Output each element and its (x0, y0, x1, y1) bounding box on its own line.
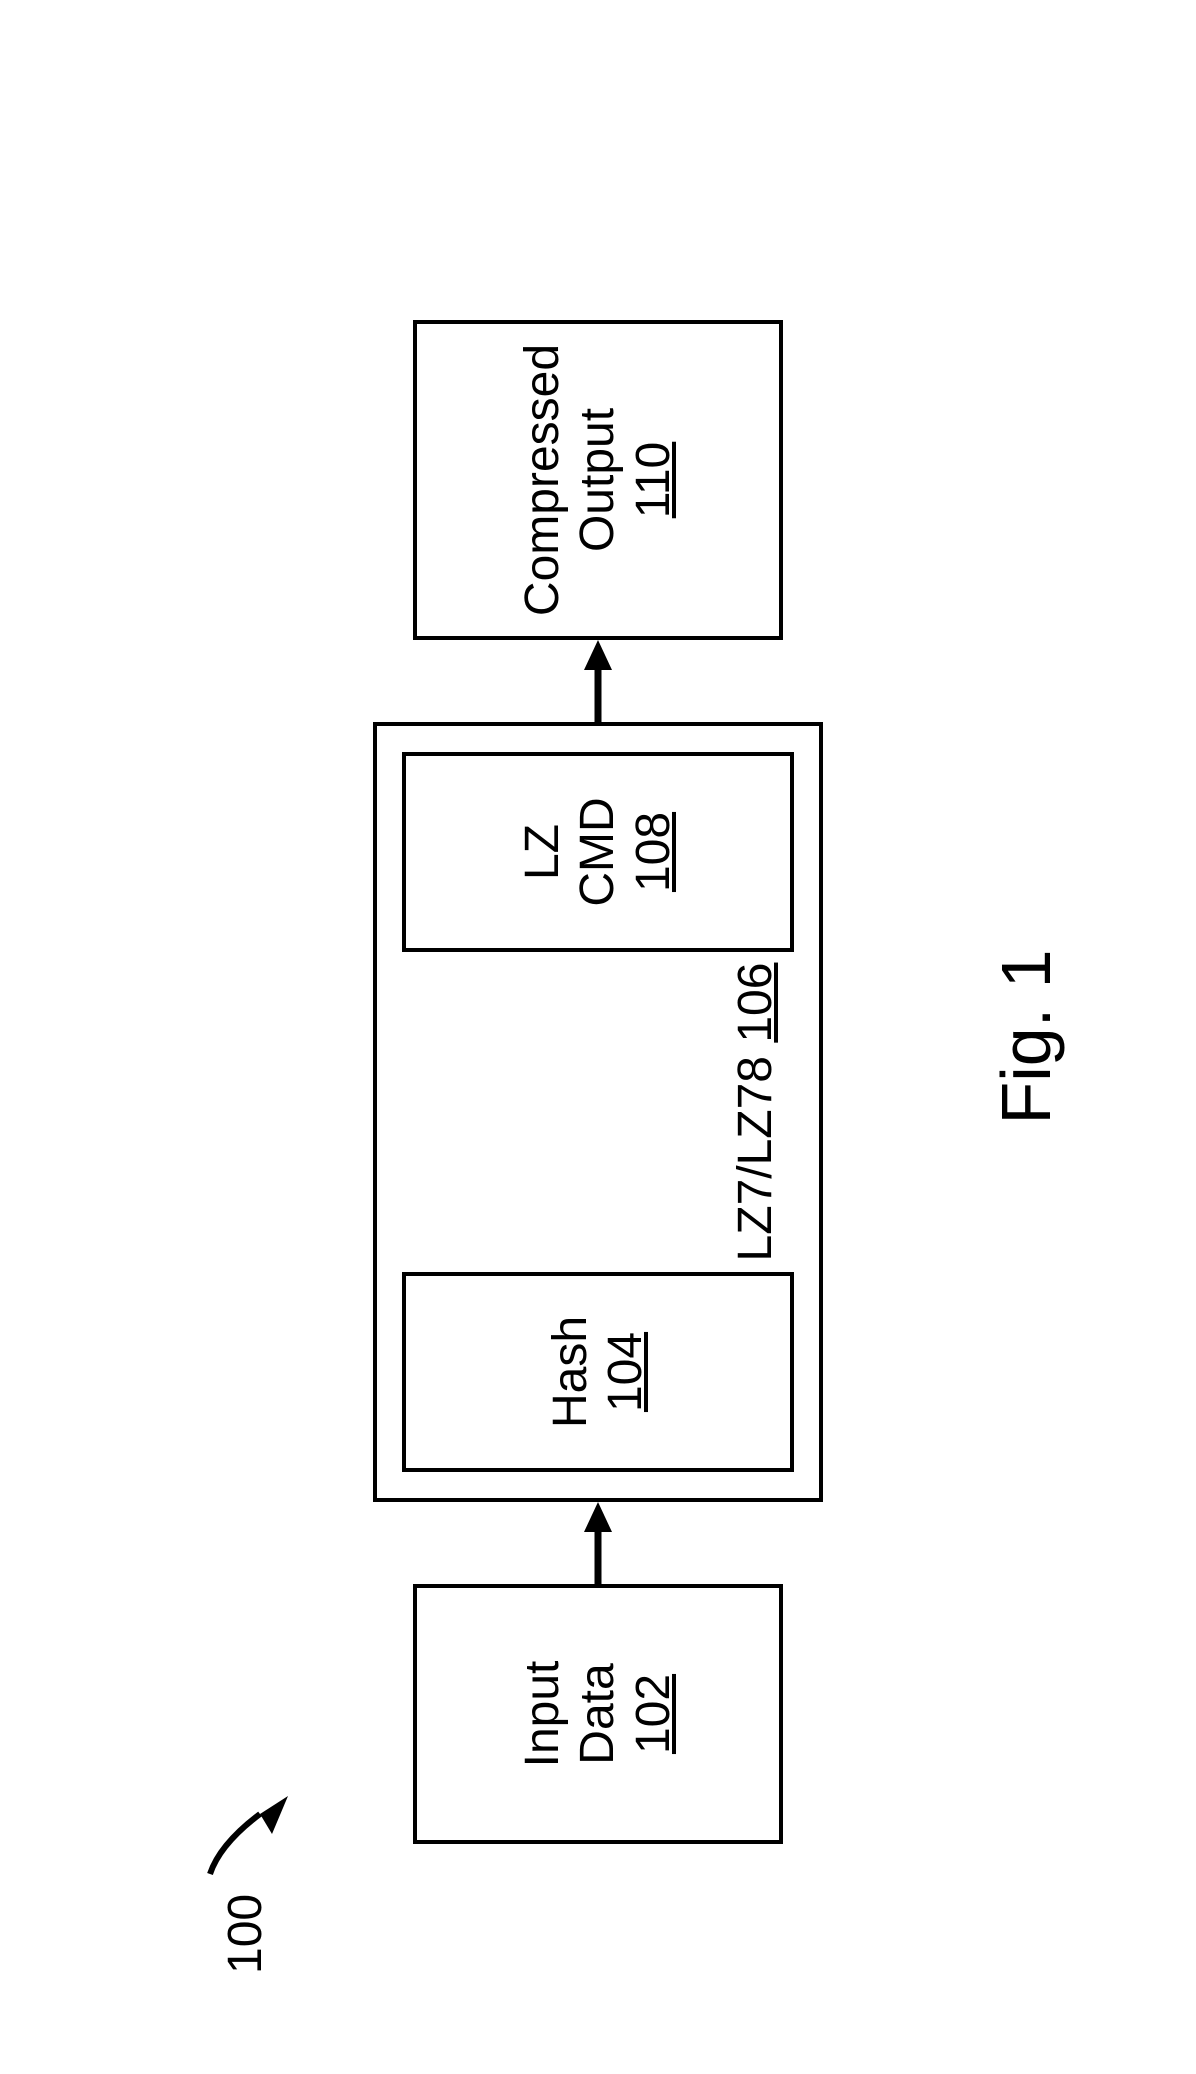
cmd-line2: CMD (570, 797, 625, 906)
figure-label: Fig. 1 (986, 949, 1066, 1124)
diagram-canvas: 100 Input Data 102 Hash 104 (0, 0, 1196, 2074)
output-box: Compressed Output 110 (413, 320, 783, 640)
input-line2: Data (570, 1663, 625, 1764)
lz-center-box: Hash 104 LZ7/LZ78 106 LZ CMD 108 (373, 722, 823, 1502)
arrow-icon (578, 640, 618, 722)
hash-label: Hash (543, 1316, 598, 1428)
hash-ref: 104 (598, 1332, 653, 1412)
rotated-layer: 100 Input Data 102 Hash 104 (0, 0, 1196, 2074)
output-line2: Output (570, 408, 625, 552)
figure-reference-label: 100 (218, 1894, 273, 1974)
input-line1: Input (515, 1661, 570, 1768)
input-data-box: Input Data 102 (413, 1584, 783, 1844)
input-ref: 102 (626, 1674, 681, 1754)
cmd-ref: 108 (626, 812, 681, 892)
lz-center-prefix: LZ7/LZ78 (729, 1043, 782, 1262)
arrow-icon (578, 1502, 618, 1584)
figure-reference-100: 100 (190, 1774, 300, 1974)
output-line1: Compressed (515, 344, 570, 616)
cmd-line1: LZ (515, 824, 570, 880)
output-ref: 110 (626, 442, 681, 519)
curved-arrow-icon (190, 1774, 300, 1884)
lz-center-label: LZ7/LZ78 106 (728, 963, 783, 1262)
lz-center-ref: 106 (729, 963, 782, 1043)
hash-box: Hash 104 (402, 1272, 794, 1472)
pipeline-row: Input Data 102 Hash 104 LZ7/LZ78 106 (370, 0, 826, 2074)
lz-cmd-box: LZ CMD 108 (402, 752, 794, 952)
